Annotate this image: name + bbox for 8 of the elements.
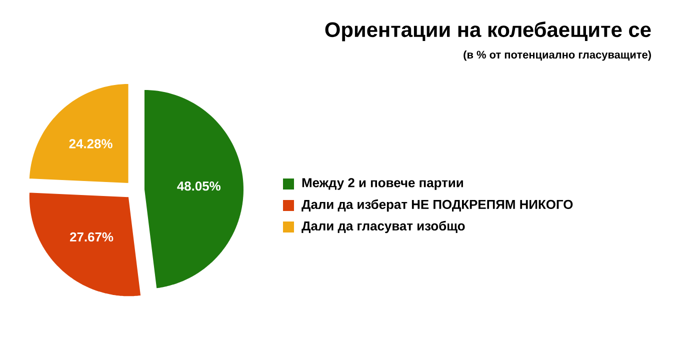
data-label: 27.67%: [70, 232, 114, 242]
data-label: 48.05%: [177, 181, 220, 191]
legend-label: Дали да гласуват изобщо: [302, 220, 465, 234]
legend-label: Между 2 и повече партии: [302, 178, 463, 190]
chart-subtitle: (в % от потенциално гласуващите): [464, 50, 651, 61]
legend-label: Дали да изберат НЕ ПОДКРЕПЯМ НИКОГО: [302, 199, 573, 212]
data-label: 24.28%: [69, 139, 112, 148]
chart-title: Ориентации на колебаещите се: [325, 22, 651, 42]
